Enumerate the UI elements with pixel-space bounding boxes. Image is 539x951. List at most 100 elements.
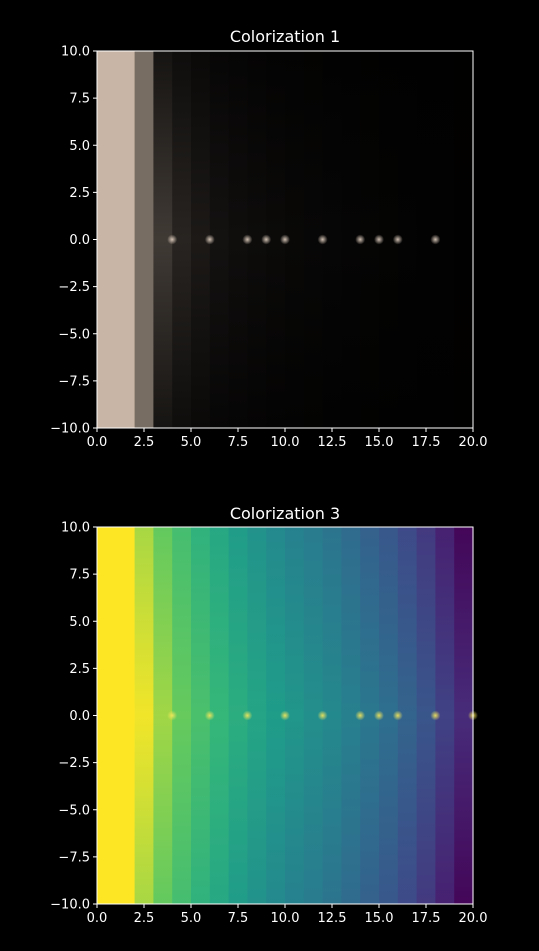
heatmap-band <box>360 527 380 904</box>
x-tick-label: 17.5 <box>412 435 441 450</box>
heatmap-band <box>397 527 418 904</box>
y-tick-label: 0.0 <box>69 233 90 248</box>
heatmap-band <box>435 527 455 904</box>
heatmap-band <box>97 51 136 428</box>
y-tick-label: 7.5 <box>69 92 90 107</box>
y-tick-label: −7.5 <box>58 850 90 865</box>
x-tick-label: 15.0 <box>365 911 394 926</box>
highlight-point <box>167 234 178 245</box>
x-tick-label: 10.0 <box>271 911 300 926</box>
highlight-point <box>392 710 403 721</box>
heatmap-band <box>435 51 455 428</box>
heatmap-band <box>379 527 399 904</box>
y-tick-label: 2.5 <box>69 662 90 677</box>
highlight-point <box>374 710 384 721</box>
chart-panel-colorization-3: Colorization 3 0.0 2.5 5.0 7.5 10.0 12.5 15.0 1… <box>50 504 487 926</box>
highlight-point <box>355 710 366 721</box>
heatmap-band <box>153 527 173 904</box>
heatmap-band <box>247 51 267 428</box>
heatmap-band <box>379 51 399 428</box>
x-tick-label: 17.5 <box>412 911 441 926</box>
heatmap-band <box>303 527 324 904</box>
y-tick-label: −7.5 <box>58 374 90 389</box>
y-tick-label: 10.0 <box>61 45 90 60</box>
y-tick-label: −2.5 <box>58 280 90 295</box>
heatmap-band <box>322 527 342 904</box>
y-axis: 10.0 7.5 5.0 2.5 0.0 −2.5 −5.0 −7.5 −10.0 <box>50 521 97 913</box>
heatmap-band <box>209 527 230 904</box>
highlight-point <box>392 234 403 245</box>
heatmap-band <box>134 51 154 428</box>
y-tick-label: −10.0 <box>50 422 90 437</box>
heatmap-band <box>322 51 342 428</box>
x-tick-label: 12.5 <box>318 911 347 926</box>
highlight-point <box>204 234 215 245</box>
y-tick-label: −5.0 <box>58 327 90 342</box>
heatmap-band <box>303 51 324 428</box>
y-tick-label: −5.0 <box>58 803 90 818</box>
x-tick-label: 7.5 <box>228 435 249 450</box>
y-tick-label: 10.0 <box>61 521 90 536</box>
heatmap-band <box>228 51 248 428</box>
highlight-point <box>280 234 290 245</box>
highlight-point <box>204 710 215 721</box>
highlight-point <box>242 234 253 245</box>
heatmap-band <box>191 527 211 904</box>
x-tick-label: 15.0 <box>365 435 394 450</box>
highlight-point <box>261 234 272 245</box>
heatmap-band <box>416 527 436 904</box>
x-tick-label: 2.5 <box>134 911 155 926</box>
y-tick-label: −10.0 <box>50 898 90 913</box>
heatmap-band <box>97 527 136 904</box>
y-tick-label: 2.5 <box>69 186 90 201</box>
x-axis: 0.0 2.5 5.0 7.5 10.0 12.5 15.0 17.5 20.0 <box>87 904 488 926</box>
heatmap-band <box>134 527 154 904</box>
heatmap-band <box>397 51 418 428</box>
y-axis: 10.0 7.5 5.0 2.5 0.0 −2.5 −5.0 −7.5 −10.0 <box>50 45 97 437</box>
plot-area <box>97 51 474 428</box>
x-tick-label: 5.0 <box>181 911 202 926</box>
highlight-point <box>355 234 366 245</box>
highlight-point <box>317 710 328 721</box>
highlight-point <box>374 234 384 245</box>
heatmap-band <box>341 527 361 904</box>
highlight-point <box>430 710 441 721</box>
y-tick-label: 5.0 <box>69 615 90 630</box>
heatmap-band <box>153 51 173 428</box>
chart-panel-colorization-1: Colorization 1 0.0 2.5 5.0 7.5 10.0 12.5 15.0 1… <box>50 27 487 450</box>
heatmap-band <box>266 51 286 428</box>
heatmap-band <box>247 527 267 904</box>
heatmap-band <box>285 527 305 904</box>
highlight-point <box>167 710 178 721</box>
heatmap-band <box>454 51 474 428</box>
highlight-point <box>242 710 253 721</box>
y-tick-label: 7.5 <box>69 568 90 583</box>
x-tick-label: 7.5 <box>228 911 249 926</box>
chart-title: Colorization 3 <box>230 504 340 523</box>
plot-area <box>97 527 478 904</box>
y-tick-label: 0.0 <box>69 709 90 724</box>
heatmap-band <box>416 51 436 428</box>
x-axis: 0.0 2.5 5.0 7.5 10.0 12.5 15.0 17.5 20.0 <box>87 428 488 450</box>
highlight-point <box>317 234 328 245</box>
heatmap-band <box>228 527 248 904</box>
x-tick-label: 10.0 <box>271 435 300 450</box>
heatmap-band <box>341 51 361 428</box>
x-tick-label: 12.5 <box>318 435 347 450</box>
heatmap-band <box>360 51 380 428</box>
x-tick-label: 0.0 <box>87 435 108 450</box>
highlight-point <box>280 710 290 721</box>
highlight-point <box>430 234 441 245</box>
heatmap-band <box>266 527 286 904</box>
y-tick-label: 5.0 <box>69 139 90 154</box>
heatmap-band <box>191 51 211 428</box>
x-tick-label: 2.5 <box>134 435 155 450</box>
x-tick-label: 20.0 <box>459 911 488 926</box>
heatmap-band <box>454 527 474 904</box>
heatmap-band <box>209 51 230 428</box>
heatmap-band <box>285 51 305 428</box>
chart-title: Colorization 1 <box>230 27 340 46</box>
heatmap-band <box>172 51 192 428</box>
x-tick-label: 20.0 <box>459 435 488 450</box>
